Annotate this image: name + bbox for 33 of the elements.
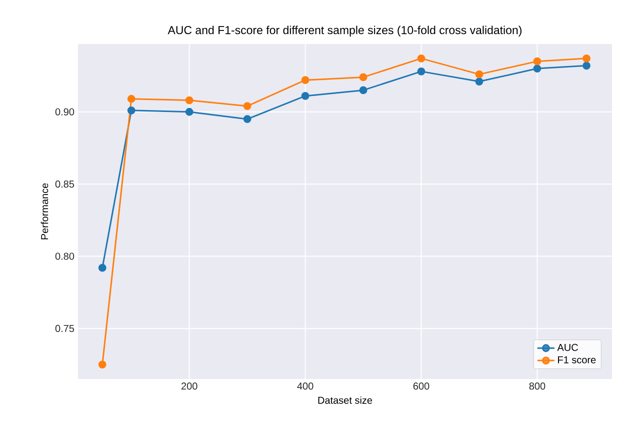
point xyxy=(127,94,136,103)
point xyxy=(127,106,136,114)
y-tick-label: 0.80 xyxy=(55,252,74,260)
point xyxy=(359,73,368,82)
point xyxy=(475,70,484,78)
point xyxy=(185,96,194,104)
point xyxy=(301,76,310,84)
legend-label: F1 score xyxy=(558,356,596,364)
x-tick-label: 600 xyxy=(413,382,430,390)
point xyxy=(417,54,426,62)
point xyxy=(98,360,106,369)
point xyxy=(185,108,194,116)
y-tick-label: 0.75 xyxy=(55,324,74,332)
point xyxy=(582,62,590,70)
point xyxy=(301,92,310,100)
point xyxy=(533,64,542,72)
point xyxy=(243,115,252,124)
chart-title: AUC and F1-score for different sample sizes (10-fold cross validation) xyxy=(168,26,522,36)
x-tick-label: 800 xyxy=(529,382,546,390)
point xyxy=(359,86,368,94)
y-tick-label: 0.90 xyxy=(55,108,74,116)
point xyxy=(417,67,426,76)
point xyxy=(582,54,590,62)
point xyxy=(475,78,484,86)
x-axis-title: Dataset size xyxy=(318,396,372,404)
point xyxy=(533,57,542,66)
y-axis-title: Performance xyxy=(40,183,48,240)
point xyxy=(243,102,252,110)
x-tick-label: 400 xyxy=(297,382,314,390)
x-tick-label: 200 xyxy=(181,382,198,390)
legend-label: AUC xyxy=(557,344,578,351)
y-tick-label: 0.85 xyxy=(55,180,74,188)
point xyxy=(98,264,106,272)
